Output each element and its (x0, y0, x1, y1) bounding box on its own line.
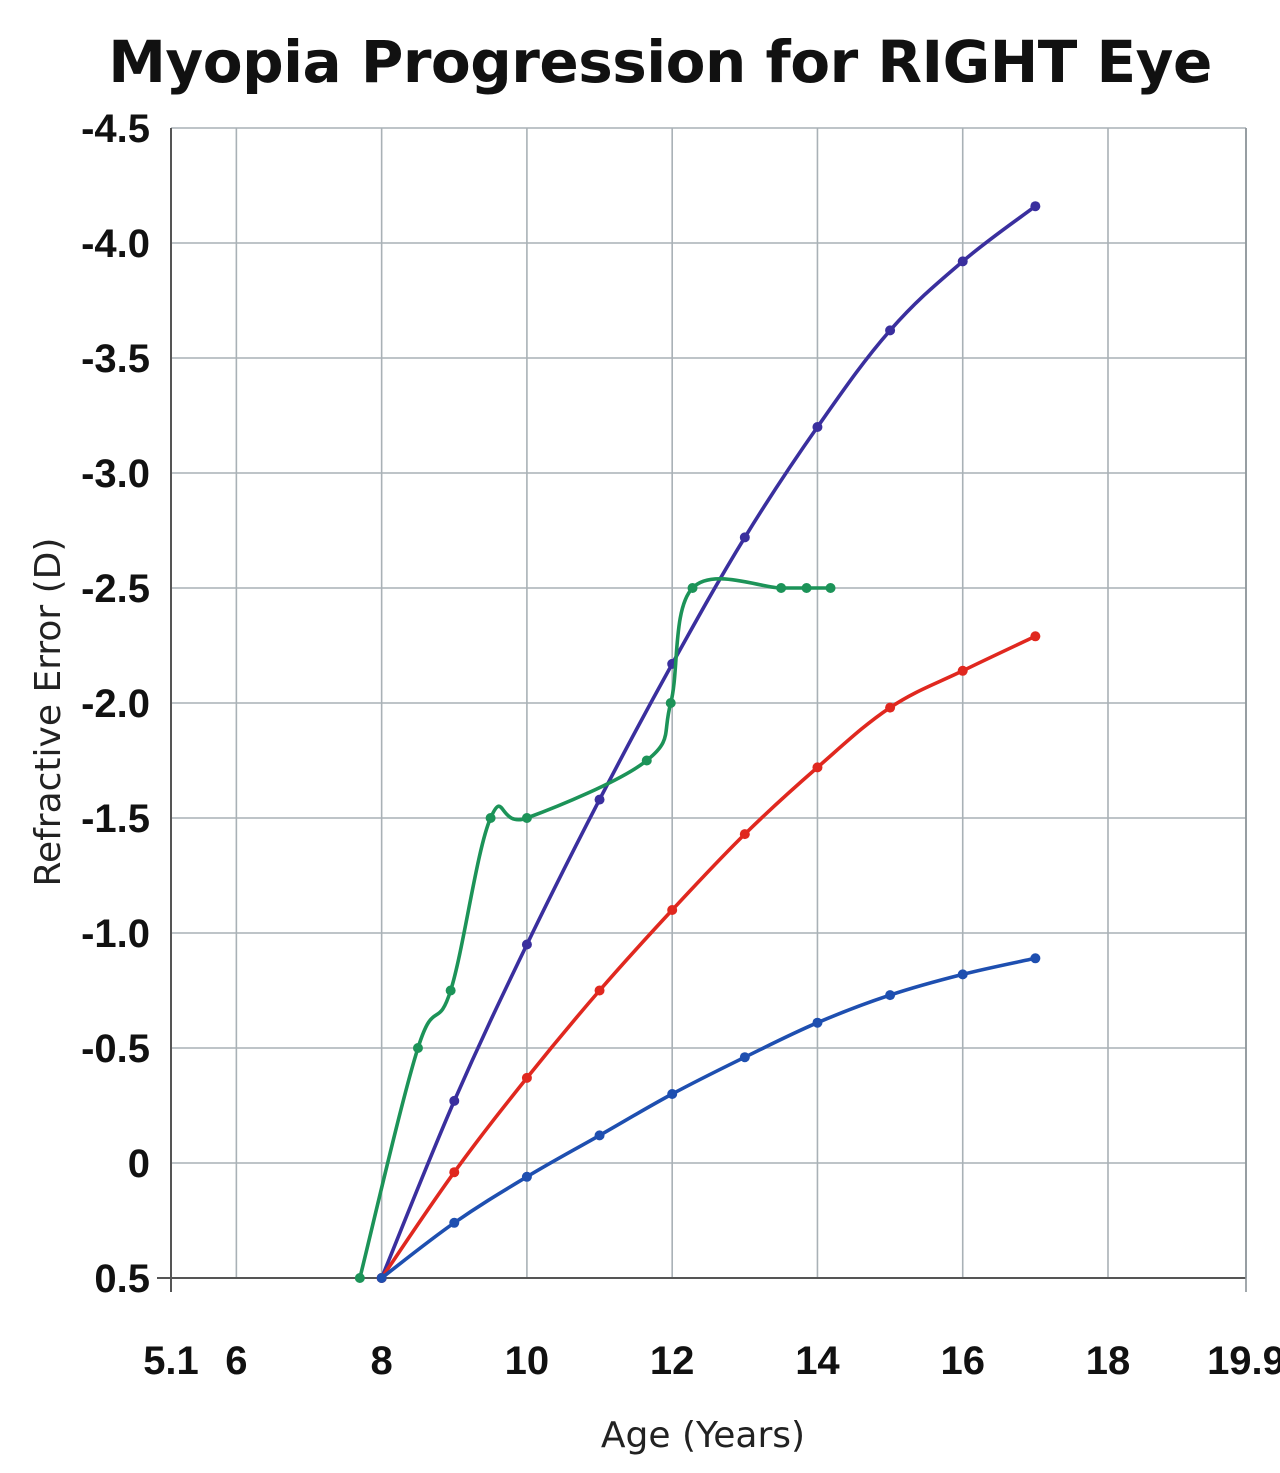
series-line (379, 204, 1038, 1280)
y-tick-label: -0.5 (81, 1027, 150, 1071)
data-point (667, 905, 678, 915)
data-point (594, 985, 605, 996)
data-point (801, 583, 812, 593)
data-point (667, 1089, 678, 1099)
series-lines (354, 201, 1041, 1283)
data-point (739, 1052, 750, 1063)
y-tick-label: -4.0 (81, 222, 150, 266)
x-tick-label: 10 (505, 1339, 550, 1383)
data-point (776, 583, 787, 593)
data-point (885, 990, 896, 1001)
data-point (665, 698, 676, 708)
series-line (358, 577, 833, 1280)
data-point (687, 583, 698, 593)
x-tick-label: 18 (1086, 1339, 1131, 1383)
y-tick-label: 0 (128, 1142, 150, 1186)
y-tick-label: 0.5 (94, 1257, 150, 1301)
axes (157, 128, 1247, 1292)
data-point (812, 762, 823, 773)
data-point (485, 813, 496, 823)
series-line (379, 634, 1038, 1280)
grid-lines (170, 127, 1247, 1279)
data-point (1030, 631, 1041, 642)
y-tick-label: -2.0 (81, 682, 150, 726)
series-4 (354, 577, 836, 1283)
data-point (812, 1017, 823, 1028)
series-2 (376, 631, 1041, 1283)
data-point (449, 1217, 460, 1228)
data-point (354, 1273, 365, 1283)
x-tick-label: 8 (371, 1339, 393, 1383)
data-point (812, 422, 823, 432)
y-tick-label: -1.0 (81, 912, 150, 956)
data-point (885, 702, 896, 713)
x-tick-label: 19.9 (1207, 1339, 1280, 1383)
data-point (594, 794, 605, 805)
x-axis-label: Age (Years) (601, 1415, 805, 1456)
series-1 (376, 201, 1041, 1283)
y-tick-label: -2.5 (81, 567, 150, 611)
data-point (521, 1171, 532, 1182)
series-3 (376, 953, 1041, 1283)
y-tick-label: -4.5 (81, 107, 150, 151)
data-point (739, 532, 750, 543)
x-tick-label: 5.1 (143, 1339, 199, 1383)
x-tick-label: 6 (225, 1339, 247, 1383)
y-tick-labels: -4.5 -4.0 -3.5 -3.0 -2.5 -2.0 -1.5 -1.0 -0.5 0 0.5 (81, 107, 150, 1301)
series-line (379, 956, 1038, 1280)
x-tick-label: 16 (940, 1339, 985, 1383)
y-tick-label: -3.5 (81, 337, 150, 381)
y-tick-label: -1.5 (81, 797, 150, 841)
data-point (1030, 953, 1041, 964)
data-point (957, 969, 968, 980)
x-tick-labels: 5.1 6 8 10 12 14 16 18 19.9 (143, 1339, 1280, 1383)
data-point (641, 755, 652, 766)
data-point (445, 985, 456, 996)
data-point (825, 583, 836, 593)
data-point (376, 1273, 387, 1283)
data-point (521, 1072, 532, 1083)
data-point (449, 1095, 460, 1106)
y-axis-label: Refractive Error (D) (28, 538, 69, 887)
data-point (412, 1043, 423, 1053)
data-point (957, 256, 968, 267)
y-tick-label: -3.0 (81, 452, 150, 496)
x-tick-label: 14 (795, 1339, 840, 1383)
data-point (1030, 201, 1041, 212)
data-point (739, 829, 750, 840)
data-point (521, 939, 532, 950)
data-point (957, 665, 968, 676)
data-point (594, 1130, 605, 1141)
x-tick-label: 12 (650, 1339, 695, 1383)
data-point (449, 1167, 460, 1178)
data-point (885, 325, 896, 336)
chart-title: Myopia Progression for RIGHT Eye (108, 28, 1212, 96)
data-point (521, 813, 532, 823)
